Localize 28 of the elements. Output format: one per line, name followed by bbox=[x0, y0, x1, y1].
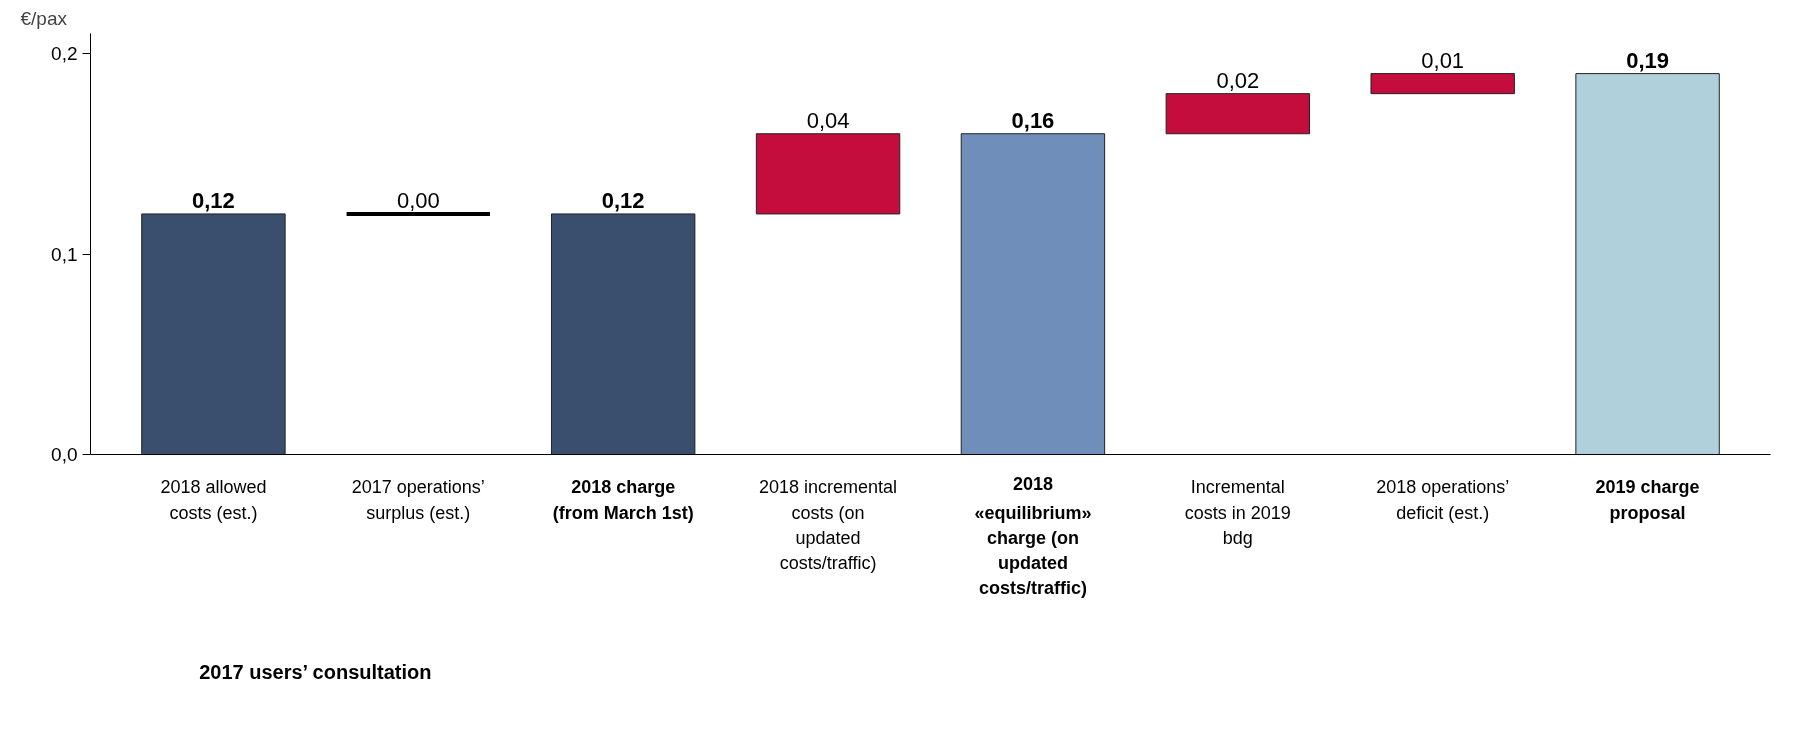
bar bbox=[755, 133, 901, 215]
data-label: 0,01 bbox=[1421, 47, 1465, 73]
bar bbox=[550, 213, 696, 455]
data-label: 0,04 bbox=[806, 107, 850, 133]
data-label: 0,19 bbox=[1626, 47, 1669, 73]
x-tick-label: 2018 «equilibrium» charge (on updated costs/traffic) bbox=[974, 474, 1092, 599]
bar bbox=[960, 133, 1106, 455]
x-tick-label: 2018 allowed costs (est.) bbox=[160, 477, 267, 523]
data-label: 0,00 bbox=[396, 187, 440, 213]
bar bbox=[141, 213, 286, 455]
x-tick-label: 2018 incremental costs (on updated costs/traffic) bbox=[759, 477, 898, 573]
x-tick-label: 2018 operations’ deficit (est.) bbox=[1376, 477, 1510, 523]
bar bbox=[1165, 93, 1311, 135]
y-tick-label: 0,0 bbox=[51, 444, 78, 465]
y-tick-label: 0,2 bbox=[51, 43, 78, 65]
x-tick-label: 2017 operations’ surplus (est.) bbox=[351, 477, 485, 523]
y-axis-title: €/pax bbox=[20, 7, 68, 29]
data-label: 0,12 bbox=[192, 187, 235, 213]
y-tick-label: 0,1 bbox=[51, 243, 78, 265]
text: 2017 users’ consultation bbox=[199, 661, 432, 684]
bar bbox=[1370, 73, 1515, 95]
data-label: 0,02 bbox=[1216, 67, 1260, 93]
data-label: 0,12 bbox=[601, 187, 645, 213]
x-tick-label: 2018 charge (from March 1st) bbox=[552, 477, 694, 523]
x-tick-label: Incremental costs in 2019 bdg bbox=[1184, 477, 1291, 548]
bar bbox=[1575, 73, 1720, 455]
data-label: 0,16 bbox=[1011, 107, 1055, 133]
x-tick-label: 2019 charge proposal bbox=[1595, 477, 1700, 523]
